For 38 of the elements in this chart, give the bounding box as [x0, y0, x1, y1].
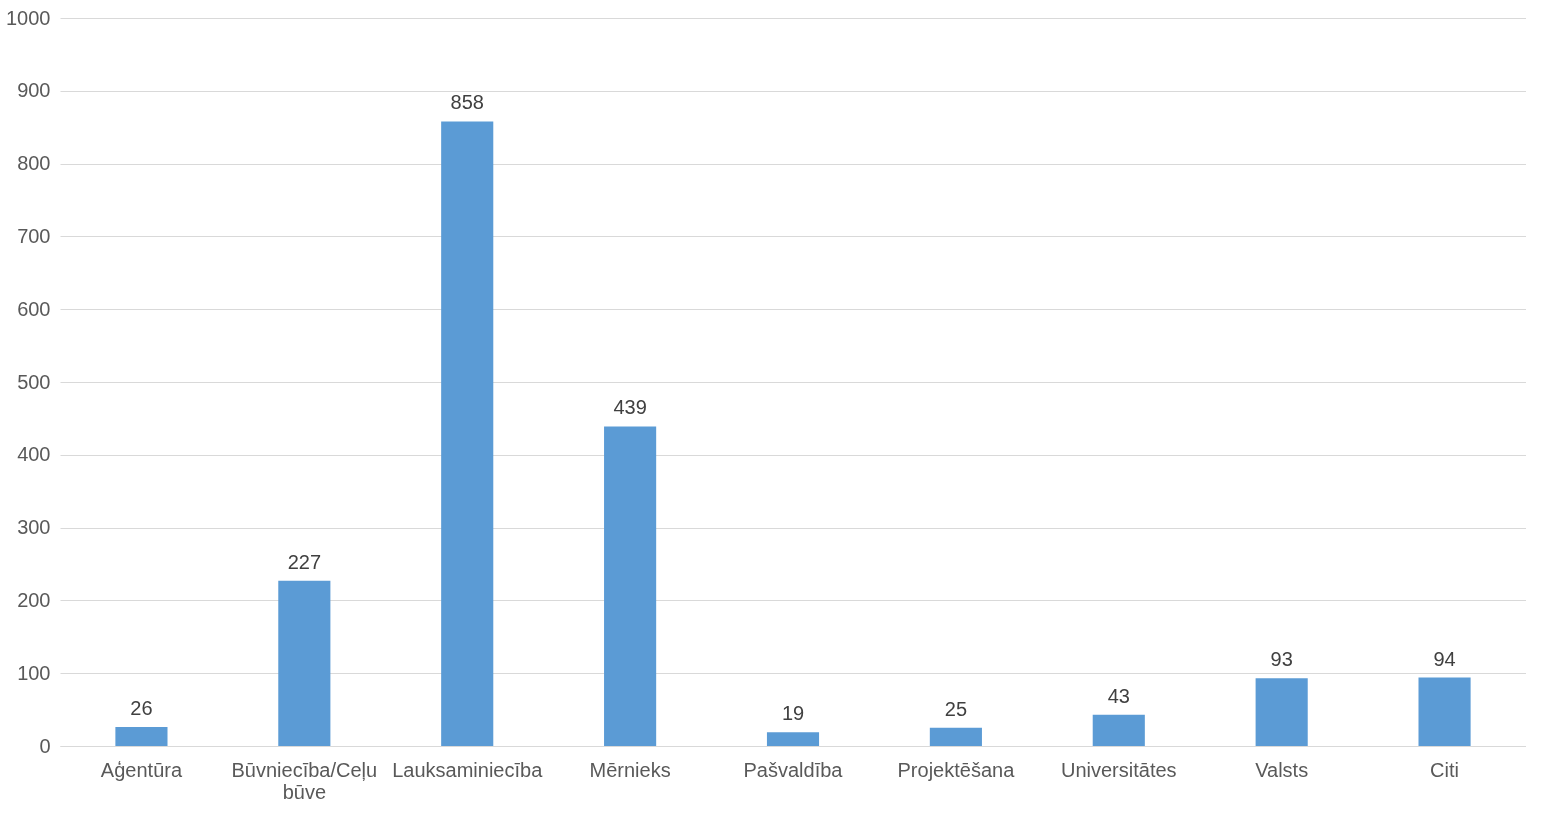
x-tick-label: Citi	[1430, 758, 1459, 781]
data-label: 94	[1433, 647, 1456, 670]
data-label: 19	[781, 702, 805, 725]
data-label: 439	[613, 396, 647, 419]
y-tick-label: 200	[17, 588, 51, 611]
y-tick-label: 0	[39, 734, 51, 757]
bar	[1255, 678, 1308, 746]
x-tick-label: Pašvaldība	[743, 758, 844, 781]
bar	[1418, 677, 1471, 746]
x-tick-label: Projektēšana	[897, 758, 1016, 781]
data-label: 227	[287, 550, 322, 573]
x-tick-label: Lauksaminiecība	[392, 758, 544, 781]
x-tick-label: Valsts	[1255, 758, 1309, 781]
x-tick-label: Aģentūra	[100, 758, 183, 781]
bar	[278, 580, 331, 746]
y-tick-label: 300	[17, 516, 51, 539]
y-tick-label: 900	[17, 79, 51, 102]
y-tick-label: 800	[17, 152, 51, 175]
y-tick-label: 600	[17, 297, 51, 320]
data-label: 25	[944, 697, 968, 720]
bar	[604, 426, 657, 746]
x-tick-label: Būvniecība/Ceļu būve	[231, 758, 378, 803]
y-tick-label: 400	[17, 443, 51, 466]
y-tick-label: 700	[17, 224, 51, 247]
data-label: 858	[450, 91, 484, 114]
data-label: 93	[1270, 648, 1293, 671]
y-tick-label: 100	[17, 661, 51, 684]
bar	[115, 727, 168, 746]
data-label: 26	[130, 697, 153, 720]
y-tick-label: 500	[17, 370, 51, 393]
x-tick-label: Mērnieks	[589, 758, 671, 781]
bar	[1092, 714, 1145, 746]
data-label: 43	[1107, 684, 1130, 707]
bar	[929, 727, 982, 746]
bar	[766, 732, 820, 746]
x-tick-label: Universitātes	[1060, 758, 1177, 781]
bar	[441, 121, 494, 746]
y-tick-label: 1000	[6, 6, 51, 29]
